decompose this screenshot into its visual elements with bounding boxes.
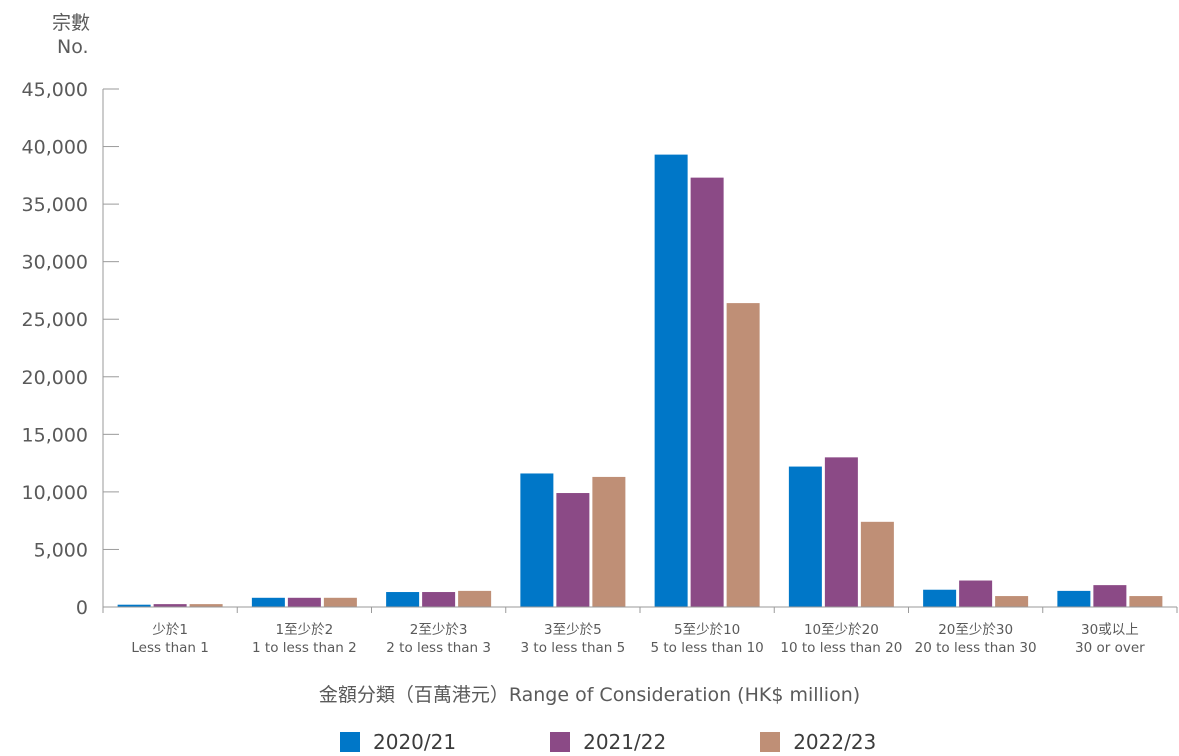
legend-label-series-1: 2021/22 [583,730,666,754]
x-tick-label-zh: 5至少於10 [674,622,740,638]
y-tick-label: 10,000 [22,482,88,504]
bar-2020-21 [1057,591,1090,607]
bar-2021-22 [825,457,858,607]
bar-2021-22 [959,581,992,607]
legend: 2020/21 2021/22 2022/23 [340,730,876,754]
y-tick-label: 15,000 [22,424,88,446]
bar-2022-23 [995,596,1028,607]
y-tick-label: 25,000 [22,309,88,331]
y-tick-label: 35,000 [22,194,88,216]
bar-2022-23 [1129,596,1162,607]
bar-2020-21 [520,473,553,607]
x-tick-label-zh: 30或以上 [1081,622,1139,638]
bar-2022-23 [324,598,357,607]
bar-2022-23 [861,522,894,607]
x-axis-title: 金額分類（百萬港元）Range of Consideration (HK$ mi… [0,680,1179,707]
legend-item-series-1: 2021/22 [550,730,666,754]
y-tick-label: 30,000 [22,252,88,274]
x-tick-label-zh: 1至少於2 [276,622,334,638]
x-tick-label-en: 3 to less than 5 [521,640,626,656]
x-tick-label-zh: 少於1 [152,622,188,638]
x-tick-label-zh: 2至少於3 [410,622,468,638]
bar-2021-22 [288,598,321,607]
legend-swatch-series-0 [340,732,360,752]
legend-swatch-series-2 [760,732,780,752]
x-tick-label-en: 2 to less than 3 [386,640,491,656]
legend-label-series-2: 2022/23 [793,730,876,754]
x-tick-label-en: 5 to less than 10 [650,640,763,656]
x-tick-label-en: 20 to less than 30 [915,640,1037,656]
y-tick-label: 0 [76,597,88,619]
bar-2020-21 [789,467,822,607]
legend-item-series-2: 2022/23 [760,730,876,754]
bar-2020-21 [655,155,688,607]
y-tick-label: 40,000 [22,137,88,159]
legend-item-series-0: 2020/21 [340,730,456,754]
bar-2021-22 [556,493,589,607]
x-tick-label-en: 10 to less than 20 [780,640,902,656]
x-tick-label-zh: 20至少於30 [938,622,1013,638]
bar-2022-23 [592,477,625,607]
bar-chart: 0 5,000 10,000 15,000 20,000 25,000 30,000 35,0… [0,0,1179,680]
x-tick-label-zh: 3至少於5 [544,622,602,638]
bar-2022-23 [458,591,491,607]
x-tick-label-en: Less than 1 [131,640,209,656]
y-tick-label: 45,000 [22,79,88,101]
bar-2022-23 [727,303,760,607]
bar-2021-22 [691,178,724,607]
bar-2021-22 [1093,585,1126,607]
bar-2020-21 [386,592,419,607]
bar-2020-21 [252,598,285,607]
legend-label-series-0: 2020/21 [373,730,456,754]
legend-swatch-series-1 [550,732,570,752]
y-tick-label: 20,000 [22,367,88,389]
bar-2020-21 [923,590,956,607]
x-tick-label-en: 30 or over [1075,640,1145,656]
x-tick-label-zh: 10至少於20 [804,622,879,638]
bar-2021-22 [422,592,455,607]
x-tick-label-en: 1 to less than 2 [252,640,357,656]
y-tick-label: 5,000 [34,539,88,561]
